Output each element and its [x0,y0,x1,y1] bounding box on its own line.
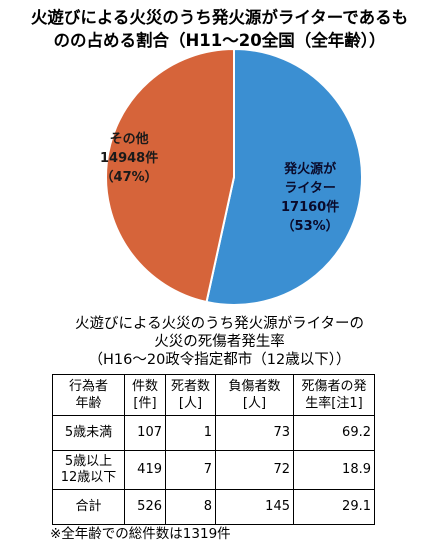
footnote: ※全年齢での総件数は1319件 [50,526,231,542]
table-cell: 29.1 [293,489,375,525]
table-cell: 145 [215,489,294,525]
table-cell: 5歳以上 12歳以下 [52,450,125,490]
slice-percent-lighter: （53%） [281,219,339,234]
table-title-line-1: 火遊びによる火災のうち発火源がライターの [75,316,364,332]
table-cell: 1 [165,415,216,451]
slice-value-lighter: 17160件 [281,200,340,215]
slice-label-other: その他 14948件 （47%） [100,130,158,187]
column-header: 件数 [件] [124,374,166,416]
chart-title-line-2: のの占める割合（H11～20全国（全年齢）） [53,31,386,50]
slice-percent-other: （47%） [100,170,158,185]
table-cell: 69.2 [293,415,375,451]
table-cell: 73 [215,415,294,451]
table-cell: 419 [124,450,166,490]
chart-title-line-1: 火遊びによる火災のうち発火源がライターであるも [30,8,409,27]
table-row: 合計 526 8 145 29.1 [52,489,375,525]
table-row: 5歳以上 12歳以下 419 7 72 18.9 [52,450,375,490]
column-header: 行為者 年齢 [52,374,125,416]
table-cell: 526 [124,489,166,525]
table-cell: 7 [165,450,216,490]
slice-name-other: その他 [109,132,149,147]
table-cell: 107 [124,415,166,451]
casualty-table: 行為者 年齢 件数 [件] 死者数 [人] 負傷者数 [人] 死傷者の発 生率[… [52,374,375,525]
table-header-row: 行為者 年齢 件数 [件] 死者数 [人] 負傷者数 [人] 死傷者の発 生率[… [52,374,375,416]
slice-name-lighter: 発火源が ライター [284,162,337,196]
table-cell: 72 [215,450,294,490]
column-header: 負傷者数 [人] [215,374,294,416]
table-cell: 8 [165,489,216,525]
table-title-line-2: 火災の死傷者発生率 [154,334,285,350]
table-row: 5歳未満 107 1 73 69.2 [52,415,375,451]
pie-slice-other [105,47,235,304]
slice-value-other: 14948件 [100,151,159,166]
table-title-line-3: （H16～20政令指定都市（12歳以下）） [88,352,351,368]
table-cell: 18.9 [293,450,375,490]
table-cell: 合計 [52,489,125,525]
column-header: 死傷者の発 生率[注1] [293,374,375,416]
pie-slice-lighter [205,47,363,306]
slice-label-lighter: 発火源が ライター 17160件 （53%） [281,160,339,236]
column-header: 死者数 [人] [165,374,216,416]
table-cell: 5歳未満 [52,415,125,451]
